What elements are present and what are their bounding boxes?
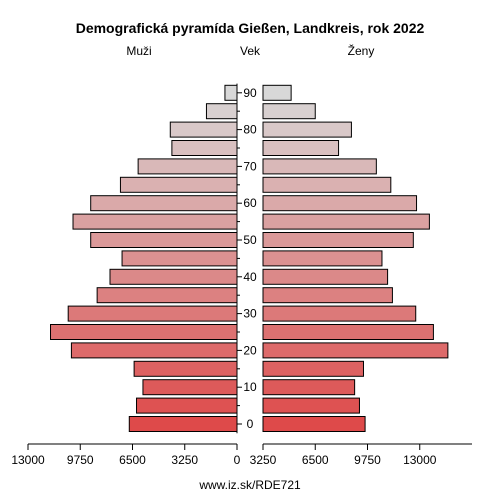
bar-male-90+ (224, 84, 238, 101)
bar-male-10-14 (142, 379, 238, 396)
bar-male-0-4 (128, 416, 238, 432)
axes-group: 0 10 20 30 40 50 60 70 80 90 13000 9750 6500 3250 0 325… (11, 83, 472, 467)
age-tick-label: 40 (243, 270, 257, 284)
bar-female-55-59 (262, 213, 430, 230)
x-tick-label: 6500 (119, 453, 146, 467)
x-tick-label: 3250 (171, 453, 198, 467)
x-tick-label: 3250 (250, 453, 277, 467)
bar-female-40-44 (262, 268, 389, 285)
bar-female-60-64 (262, 195, 418, 212)
x-tick-label: 13000 (403, 453, 437, 467)
bar-male-35-39 (96, 287, 238, 304)
x-tick-label: 9750 (67, 453, 94, 467)
footer-url: www.iz.sk/RDE721 (198, 478, 301, 492)
bar-male-80-84 (169, 121, 238, 138)
bar-male-75-79 (171, 140, 238, 156)
bar-female-75-79 (262, 140, 340, 156)
bar-female-50-54 (262, 232, 414, 248)
age-tick-label: 80 (243, 123, 257, 137)
bar-female-25-29 (262, 324, 434, 340)
left-series-label: Muži (126, 44, 151, 58)
chart-title: Demografická pyramída Gießen, Landkreis,… (76, 20, 425, 36)
x-tick-label: 13000 (11, 453, 45, 467)
x-tick-label: 0 (234, 453, 241, 467)
bar-female-80-84 (262, 121, 352, 138)
age-tick-label: 10 (243, 380, 257, 394)
bar-female-90+ (262, 84, 292, 101)
bar-male-5-9 (136, 397, 238, 414)
bar-male-85-89 (205, 103, 238, 120)
bar-male-70-74 (137, 158, 238, 175)
bar-female-35-39 (262, 287, 393, 304)
bar-male-15-19 (133, 360, 238, 377)
bar-female-70-74 (262, 158, 377, 175)
age-tick-label: 90 (243, 86, 257, 100)
age-tick-label: 70 (243, 159, 257, 173)
age-tick-label: 20 (243, 343, 257, 357)
bar-female-65-69 (262, 176, 392, 193)
bar-male-50-54 (90, 232, 238, 248)
bar-female-0-4 (262, 416, 366, 432)
bar-male-20-24 (70, 342, 238, 359)
bar-female-15-19 (262, 360, 364, 377)
age-tick-label: 0 (247, 417, 254, 431)
bar-male-65-69 (119, 176, 238, 193)
bar-male-25-29 (50, 324, 238, 340)
bar-female-30-34 (262, 305, 417, 322)
bar-male-40-44 (109, 268, 238, 285)
age-tick-label: 30 (243, 307, 257, 321)
bar-female-20-24 (262, 342, 449, 359)
bar-male-55-59 (72, 213, 238, 230)
bar-female-85-89 (262, 103, 316, 120)
center-axis-label: Vek (240, 44, 261, 58)
bar-male-45-49 (121, 250, 238, 267)
age-tick-label: 60 (243, 196, 257, 210)
bar-female-45-49 (262, 250, 383, 267)
bars-group (50, 84, 449, 432)
x-tick-label: 9750 (354, 453, 381, 467)
bar-male-30-34 (67, 305, 238, 322)
age-tick-label: 50 (243, 233, 257, 247)
bar-male-60-64 (90, 195, 238, 212)
bar-female-5-9 (262, 397, 360, 414)
bar-female-10-14 (262, 379, 356, 396)
right-series-label: Ženy (348, 43, 375, 58)
x-tick-label: 6500 (302, 453, 329, 467)
